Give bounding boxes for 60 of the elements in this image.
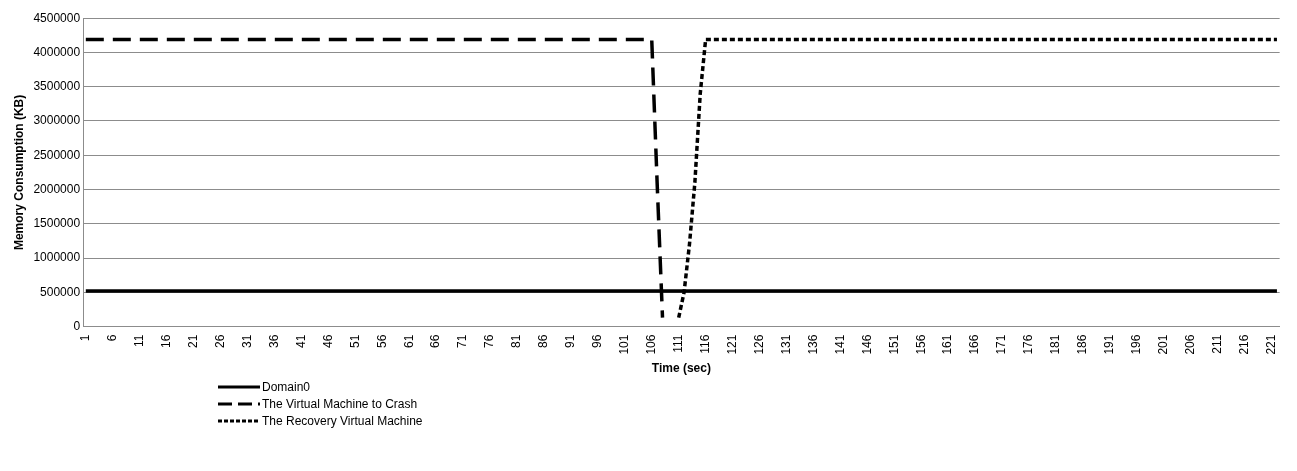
x-tick-label: 51 [347,334,362,348]
x-axis-title: Time (sec) [651,361,711,376]
x-tick-label: 26 [212,334,227,348]
x-tick-label: 101 [617,334,632,355]
y-tick-label: 4500000 [33,10,81,25]
y-tick-label: 500000 [40,284,81,299]
x-tick-label: 56 [374,334,389,348]
legend-label: Domain0 [262,380,311,394]
x-tick-label: 11 [132,334,147,348]
x-tick-label: 191 [1102,334,1117,355]
legend-label: The Virtual Machine to Crash [262,397,418,411]
x-tick-label: 1 [78,334,93,342]
y-tick-label: 2500000 [33,147,81,162]
x-tick-label: 106 [644,334,659,355]
x-tick-label: 116 [697,334,712,354]
x-tick-label: 81 [509,334,524,348]
x-tick-label: 36 [266,334,281,348]
x-tick-label: 21 [185,334,200,348]
x-tick-label: 131 [778,334,793,355]
x-tick-label: 161 [940,334,955,355]
x-tick-label: 6 [105,334,120,342]
y-tick-label: 4000000 [33,44,81,59]
x-tick-label: 176 [1021,334,1036,355]
x-tick-label: 141 [832,334,847,355]
x-tick-label: 166 [967,334,982,355]
x-tick-label: 151 [886,334,901,355]
x-tick-label: 201 [1156,334,1171,355]
x-tick-label: 221 [1263,334,1278,355]
x-tick-label: 46 [320,334,335,348]
x-tick-label: 171 [994,334,1009,355]
x-tick-label: 66 [428,334,443,348]
x-tick-label: 96 [590,334,605,348]
x-tick-label: 126 [751,334,766,355]
x-tick-label: 206 [1183,334,1198,355]
x-tick-label: 111 [671,334,685,353]
x-tick-label: 156 [913,334,928,355]
y-tick-label: 1500000 [33,216,81,231]
x-tick-label: 16 [158,334,173,348]
x-tick-label: 41 [293,334,308,348]
x-tick-label: 61 [401,334,416,348]
y-axis-title: Memory Consumption (KB) [11,94,26,251]
x-tick-label: 31 [239,334,254,348]
x-tick-label: 91 [563,334,578,348]
y-tick-label: 0 [73,318,81,333]
y-tick-label: 2000000 [33,181,81,196]
x-tick-label: 76 [482,334,497,348]
y-tick-label: 3500000 [33,79,81,94]
x-tick-label: 71 [455,334,470,348]
legend-label: The Recovery Virtual Machine [262,414,423,428]
x-tick-label: 86 [536,334,551,348]
x-tick-label: 181 [1048,334,1063,355]
x-tick-label: 136 [805,334,820,355]
x-tick-label: 146 [859,334,874,355]
x-tick-label: 196 [1129,334,1144,355]
y-tick-label: 1000000 [33,250,81,265]
y-tick-label: 3000000 [33,113,81,128]
x-tick-label: 211 [1209,334,1224,354]
x-tick-label: 121 [724,334,739,355]
x-tick-label: 216 [1236,334,1251,355]
x-tick-label: 186 [1075,334,1090,355]
